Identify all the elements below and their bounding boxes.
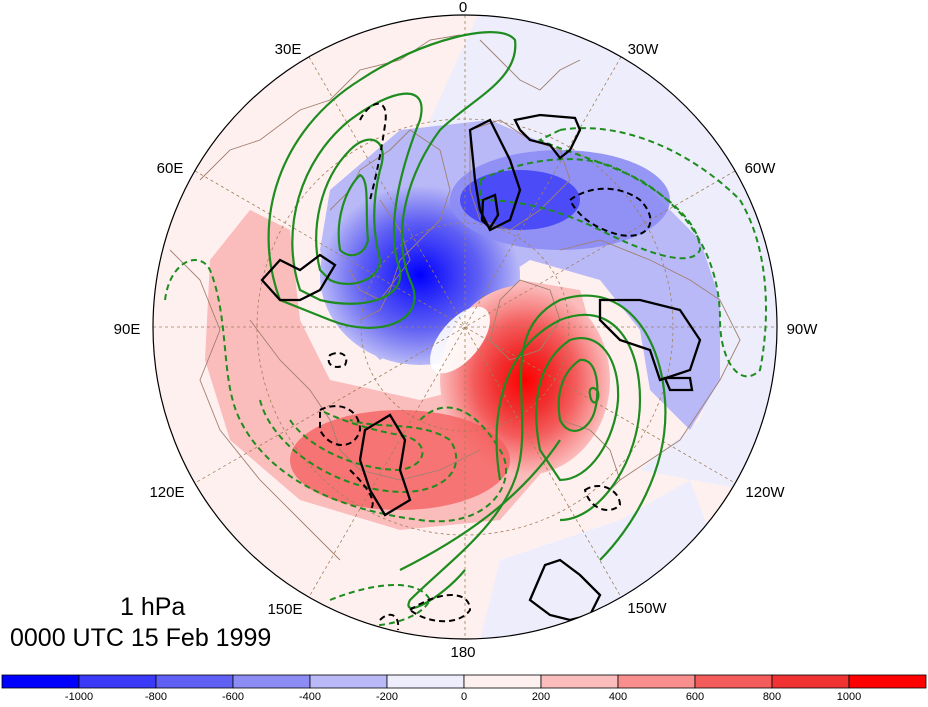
meridian-60 (194, 170, 736, 484)
colorbar-tick-label: 400 (609, 691, 627, 702)
black-contours (260, 113, 702, 622)
longitude-labels: 0 30W 60W 90W 120W 150W 180 150E 120E 90… (114, 0, 819, 661)
black-dashed-contour (583, 485, 622, 511)
black-solid-contour (513, 113, 582, 160)
meridian-30 (308, 56, 622, 598)
colorbar-tick-label: 200 (532, 691, 550, 702)
green-dashed-contour (289, 409, 424, 472)
eurasia-coastline (199, 34, 461, 321)
black-solid-contour (358, 413, 412, 517)
green-solid-contour (267, 31, 517, 329)
black-solid-contour (663, 376, 694, 392)
black-solid-contour (598, 298, 702, 382)
green-solid-contour (399, 439, 561, 571)
coastlines (169, 34, 741, 561)
colorbar-tick-label: -600 (222, 691, 244, 702)
black-dashed-contour (408, 594, 472, 623)
green-solid-contour (588, 386, 600, 404)
lon-label-0: 0 (459, 0, 467, 16)
green-solid-contour (407, 294, 667, 610)
lon-label-120w: 120W (745, 484, 785, 501)
colorbar-swatch (463, 674, 542, 689)
green-solid-contour (535, 337, 620, 482)
green-solid-contour (495, 313, 642, 522)
colorbar-swatch (1, 674, 80, 689)
colorbar-swatch (617, 674, 696, 689)
colorbar-swatch (848, 674, 927, 689)
green-dashed-contour (479, 158, 702, 260)
green-solid-contour (315, 138, 384, 285)
black-dashed-contour (359, 102, 387, 201)
colorbar-tick-label: -1000 (65, 691, 93, 702)
colorbar-tick-label: 0 (461, 691, 467, 702)
shaded-field (153, 15, 777, 639)
green-dashed-contour (164, 259, 507, 523)
colorbar-tick-label: -200 (376, 691, 398, 702)
black-solid-contour (480, 193, 500, 230)
lon-label-60w: 60W (745, 160, 777, 177)
colorbar-tick-label: -400 (299, 691, 321, 702)
black-solid-contour (260, 253, 337, 302)
black-solid-contour (468, 118, 522, 232)
black-dashed-contour (379, 613, 400, 631)
colorbar-swatch (386, 674, 465, 689)
colorbar-swatch (771, 674, 850, 689)
colorbar-swatch (694, 674, 773, 689)
lon-label-150e: 150E (267, 601, 302, 618)
lon-label-30w: 30W (628, 41, 660, 58)
green-dashed-contour (537, 127, 767, 378)
green-dashed-contours (164, 127, 767, 628)
colorbar-tick-label: -800 (145, 691, 167, 702)
lon-label-150w: 150W (627, 600, 667, 617)
western-europe-coastline (479, 39, 581, 91)
colorbar-swatch (78, 674, 157, 689)
black-dashed-contour (319, 405, 362, 446)
valid-time-label: 0000 UTC 15 Feb 1999 (10, 624, 272, 652)
colorbar-tick-label: 1000 (837, 691, 861, 702)
green-dashed-contour (329, 584, 432, 628)
black-solid-contour (528, 558, 602, 622)
asia-interior-boundary (169, 249, 341, 561)
green-solid-contour (291, 92, 423, 305)
negative-lobe-east-core (460, 170, 580, 230)
black-dashed-contour (327, 352, 348, 368)
black-dashed-contour (349, 469, 374, 511)
lon-label-90e: 90E (114, 321, 141, 338)
lon-label-30e: 30E (275, 41, 302, 58)
colorbar-swatch (309, 674, 388, 689)
green-contours (267, 31, 667, 610)
siberia-coastline (249, 319, 481, 481)
greenland-coastline (469, 119, 571, 231)
black-dashed-contours (319, 102, 652, 631)
neutral-gap (430, 306, 490, 374)
green-dashed-contour (259, 399, 457, 493)
lon-label-180: 180 (450, 644, 475, 661)
meridian-30w (308, 56, 622, 598)
lon-label-120e: 120E (149, 484, 184, 501)
colorbar-tick-label: 600 (686, 691, 704, 702)
pressure-level-label: 1 hPa (120, 593, 186, 621)
colorbar: -1000 -800 -600 -400 -200 0 200 400 600 800 1000 (1, 674, 927, 703)
map-boundary (152, 14, 778, 640)
lon-label-60e: 60E (157, 160, 184, 177)
colorbar-swatch (155, 674, 234, 689)
north-america-coastline (559, 239, 741, 481)
scandinavia-coastline (349, 199, 411, 301)
green-solid-contour (337, 173, 370, 257)
lon-label-90w: 90W (787, 321, 819, 338)
colorbar-swatch (232, 674, 311, 689)
canadian-archipelago-coastline (489, 279, 561, 361)
positive-lobe-south (290, 410, 510, 510)
green-solid-contour (557, 358, 599, 432)
meridian-60w (194, 170, 736, 484)
black-dashed-contour (568, 187, 652, 237)
colorbar-tick-label: 800 (763, 691, 781, 702)
colorbar-swatch (540, 674, 619, 689)
